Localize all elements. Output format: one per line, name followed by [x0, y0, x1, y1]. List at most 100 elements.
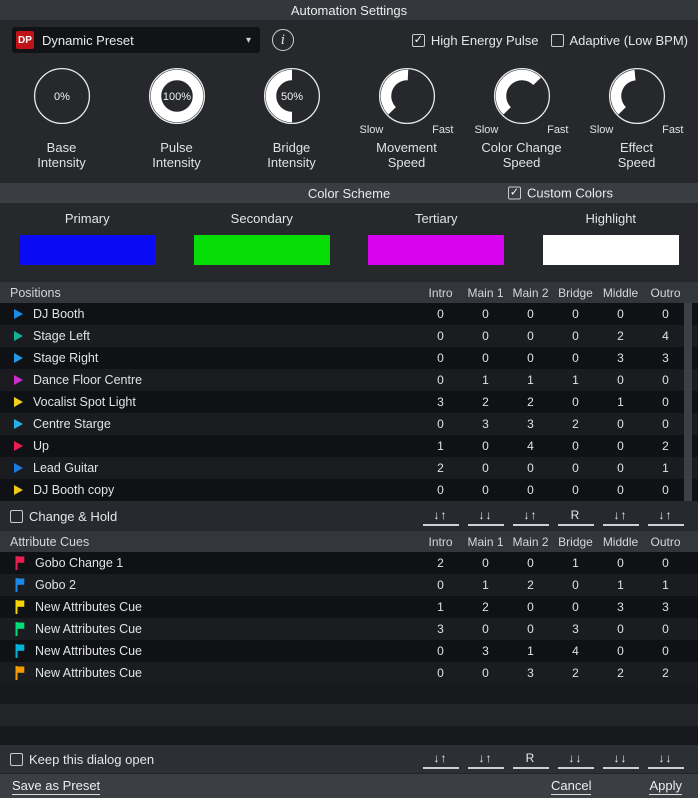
- cue-count-cell[interactable]: 2: [662, 666, 669, 680]
- cue-count-cell[interactable]: 1: [662, 578, 669, 592]
- adaptive-low-bpm-checkbox[interactable]: Adaptive (Low BPM): [550, 33, 688, 48]
- sort-button-bridge[interactable]: ↓↓: [557, 751, 594, 769]
- sort-button-main2[interactable]: R: [512, 751, 549, 769]
- cue-count-cell[interactable]: 0: [437, 417, 444, 431]
- sort-button-intro[interactable]: ↓↑: [422, 508, 459, 526]
- position-row[interactable]: Vocalist Spot Light 3 2 2 0 1 0: [0, 391, 698, 413]
- sort-button-main2[interactable]: ↓↑: [512, 508, 549, 526]
- knob-dial[interactable]: 100%: [148, 67, 206, 125]
- cue-count-cell[interactable]: 2: [617, 666, 624, 680]
- change-hold-checkbox[interactable]: Change & Hold: [10, 509, 117, 524]
- cue-count-cell[interactable]: 4: [527, 439, 534, 453]
- cue-count-cell[interactable]: 1: [482, 578, 489, 592]
- attribute-cue-row[interactable]: New Attributes Cue 0 0 3 2 2 2: [0, 662, 698, 684]
- cue-count-cell[interactable]: 0: [572, 461, 579, 475]
- cue-count-cell[interactable]: 0: [527, 329, 534, 343]
- cue-count-cell[interactable]: 3: [482, 644, 489, 658]
- cue-count-cell[interactable]: 0: [617, 644, 624, 658]
- attribute-cue-row[interactable]: New Attributes Cue 1 2 0 0 3 3: [0, 596, 698, 618]
- knob-dial[interactable]: [493, 67, 551, 125]
- cue-count-cell[interactable]: 0: [482, 329, 489, 343]
- cue-count-cell[interactable]: 0: [662, 483, 669, 497]
- position-row[interactable]: Centre Starge 0 3 3 2 0 0: [0, 413, 698, 435]
- cue-count-cell[interactable]: 1: [437, 600, 444, 614]
- cue-count-cell[interactable]: 0: [662, 373, 669, 387]
- cue-count-cell[interactable]: 1: [662, 461, 669, 475]
- cancel-button[interactable]: Cancel: [551, 777, 592, 795]
- sort-button-middle[interactable]: ↓↓: [602, 751, 639, 769]
- cue-count-cell[interactable]: 0: [572, 439, 579, 453]
- cue-count-cell[interactable]: 2: [527, 395, 534, 409]
- position-row[interactable]: DJ Booth copy 0 0 0 0 0 0: [0, 479, 698, 501]
- cue-count-cell[interactable]: 4: [662, 329, 669, 343]
- cue-count-cell[interactable]: 0: [527, 461, 534, 475]
- cue-count-cell[interactable]: 1: [527, 644, 534, 658]
- cue-count-cell[interactable]: 2: [482, 600, 489, 614]
- cue-count-cell[interactable]: 3: [662, 351, 669, 365]
- cue-count-cell[interactable]: 2: [572, 417, 579, 431]
- cue-count-cell[interactable]: 1: [482, 373, 489, 387]
- cue-count-cell[interactable]: 3: [617, 600, 624, 614]
- cue-count-cell[interactable]: 0: [437, 578, 444, 592]
- cue-count-cell[interactable]: 0: [617, 461, 624, 475]
- cue-count-cell[interactable]: 2: [617, 329, 624, 343]
- cue-count-cell[interactable]: 0: [617, 307, 624, 321]
- cue-count-cell[interactable]: 0: [527, 351, 534, 365]
- cue-count-cell[interactable]: 0: [617, 622, 624, 636]
- cue-count-cell[interactable]: 0: [527, 307, 534, 321]
- cue-count-cell[interactable]: 0: [572, 329, 579, 343]
- cue-count-cell[interactable]: 2: [437, 461, 444, 475]
- sort-button-main1[interactable]: ↓↑: [467, 751, 504, 769]
- cue-count-cell[interactable]: 0: [662, 622, 669, 636]
- cue-count-cell[interactable]: 3: [662, 600, 669, 614]
- cue-count-cell[interactable]: 0: [662, 417, 669, 431]
- position-row[interactable]: Stage Right 0 0 0 0 3 3: [0, 347, 698, 369]
- cue-count-cell[interactable]: 0: [482, 556, 489, 570]
- cue-count-cell[interactable]: 0: [527, 556, 534, 570]
- cue-count-cell[interactable]: 3: [437, 395, 444, 409]
- knob-dial[interactable]: 50%: [263, 67, 321, 125]
- cue-count-cell[interactable]: 3: [572, 622, 579, 636]
- cue-count-cell[interactable]: 0: [482, 439, 489, 453]
- cue-count-cell[interactable]: 0: [572, 578, 579, 592]
- cue-count-cell[interactable]: 2: [662, 439, 669, 453]
- attribute-cue-row[interactable]: Gobo 2 0 1 2 0 1 1: [0, 574, 698, 596]
- cue-count-cell[interactable]: 0: [572, 600, 579, 614]
- cue-count-cell[interactable]: 3: [617, 351, 624, 365]
- cue-count-cell[interactable]: 0: [437, 307, 444, 321]
- cue-count-cell[interactable]: 0: [617, 556, 624, 570]
- cue-count-cell[interactable]: 0: [482, 622, 489, 636]
- cue-count-cell[interactable]: 4: [572, 644, 579, 658]
- cue-count-cell[interactable]: 2: [527, 578, 534, 592]
- cue-count-cell[interactable]: 2: [572, 666, 579, 680]
- preset-dropdown[interactable]: DP Dynamic Preset ▾: [12, 27, 260, 53]
- cue-count-cell[interactable]: 0: [437, 351, 444, 365]
- cue-count-cell[interactable]: 0: [572, 307, 579, 321]
- cue-count-cell[interactable]: 0: [437, 644, 444, 658]
- position-row[interactable]: DJ Booth 0 0 0 0 0 0: [0, 303, 698, 325]
- sort-button-middle[interactable]: ↓↑: [602, 508, 639, 526]
- sort-button-outro[interactable]: ↓↓: [647, 751, 684, 769]
- knob-dial[interactable]: [608, 67, 666, 125]
- cue-count-cell[interactable]: 0: [572, 395, 579, 409]
- cue-count-cell[interactable]: 1: [617, 578, 624, 592]
- cue-count-cell[interactable]: 1: [527, 373, 534, 387]
- cue-count-cell[interactable]: 0: [527, 622, 534, 636]
- cue-count-cell[interactable]: 0: [437, 483, 444, 497]
- highlight-color-swatch[interactable]: [542, 235, 679, 265]
- apply-button[interactable]: Apply: [649, 777, 682, 795]
- position-row[interactable]: Up 1 0 4 0 0 2: [0, 435, 698, 457]
- cue-count-cell[interactable]: 1: [617, 395, 624, 409]
- save-as-preset-button[interactable]: Save as Preset: [12, 777, 101, 795]
- cue-count-cell[interactable]: 0: [482, 351, 489, 365]
- cue-count-cell[interactable]: 0: [662, 556, 669, 570]
- sort-button-outro[interactable]: ↓↑: [647, 508, 684, 526]
- cue-count-cell[interactable]: 0: [572, 483, 579, 497]
- cue-count-cell[interactable]: 3: [482, 417, 489, 431]
- sort-button-bridge[interactable]: R: [557, 508, 594, 526]
- attribute-cue-row[interactable]: New Attributes Cue 3 0 0 3 0 0: [0, 618, 698, 640]
- cue-count-cell[interactable]: 0: [482, 483, 489, 497]
- vertical-scrollbar[interactable]: [684, 303, 692, 501]
- custom-colors-checkbox[interactable]: ✓ Custom Colors: [508, 186, 613, 201]
- cue-count-cell[interactable]: 0: [617, 483, 624, 497]
